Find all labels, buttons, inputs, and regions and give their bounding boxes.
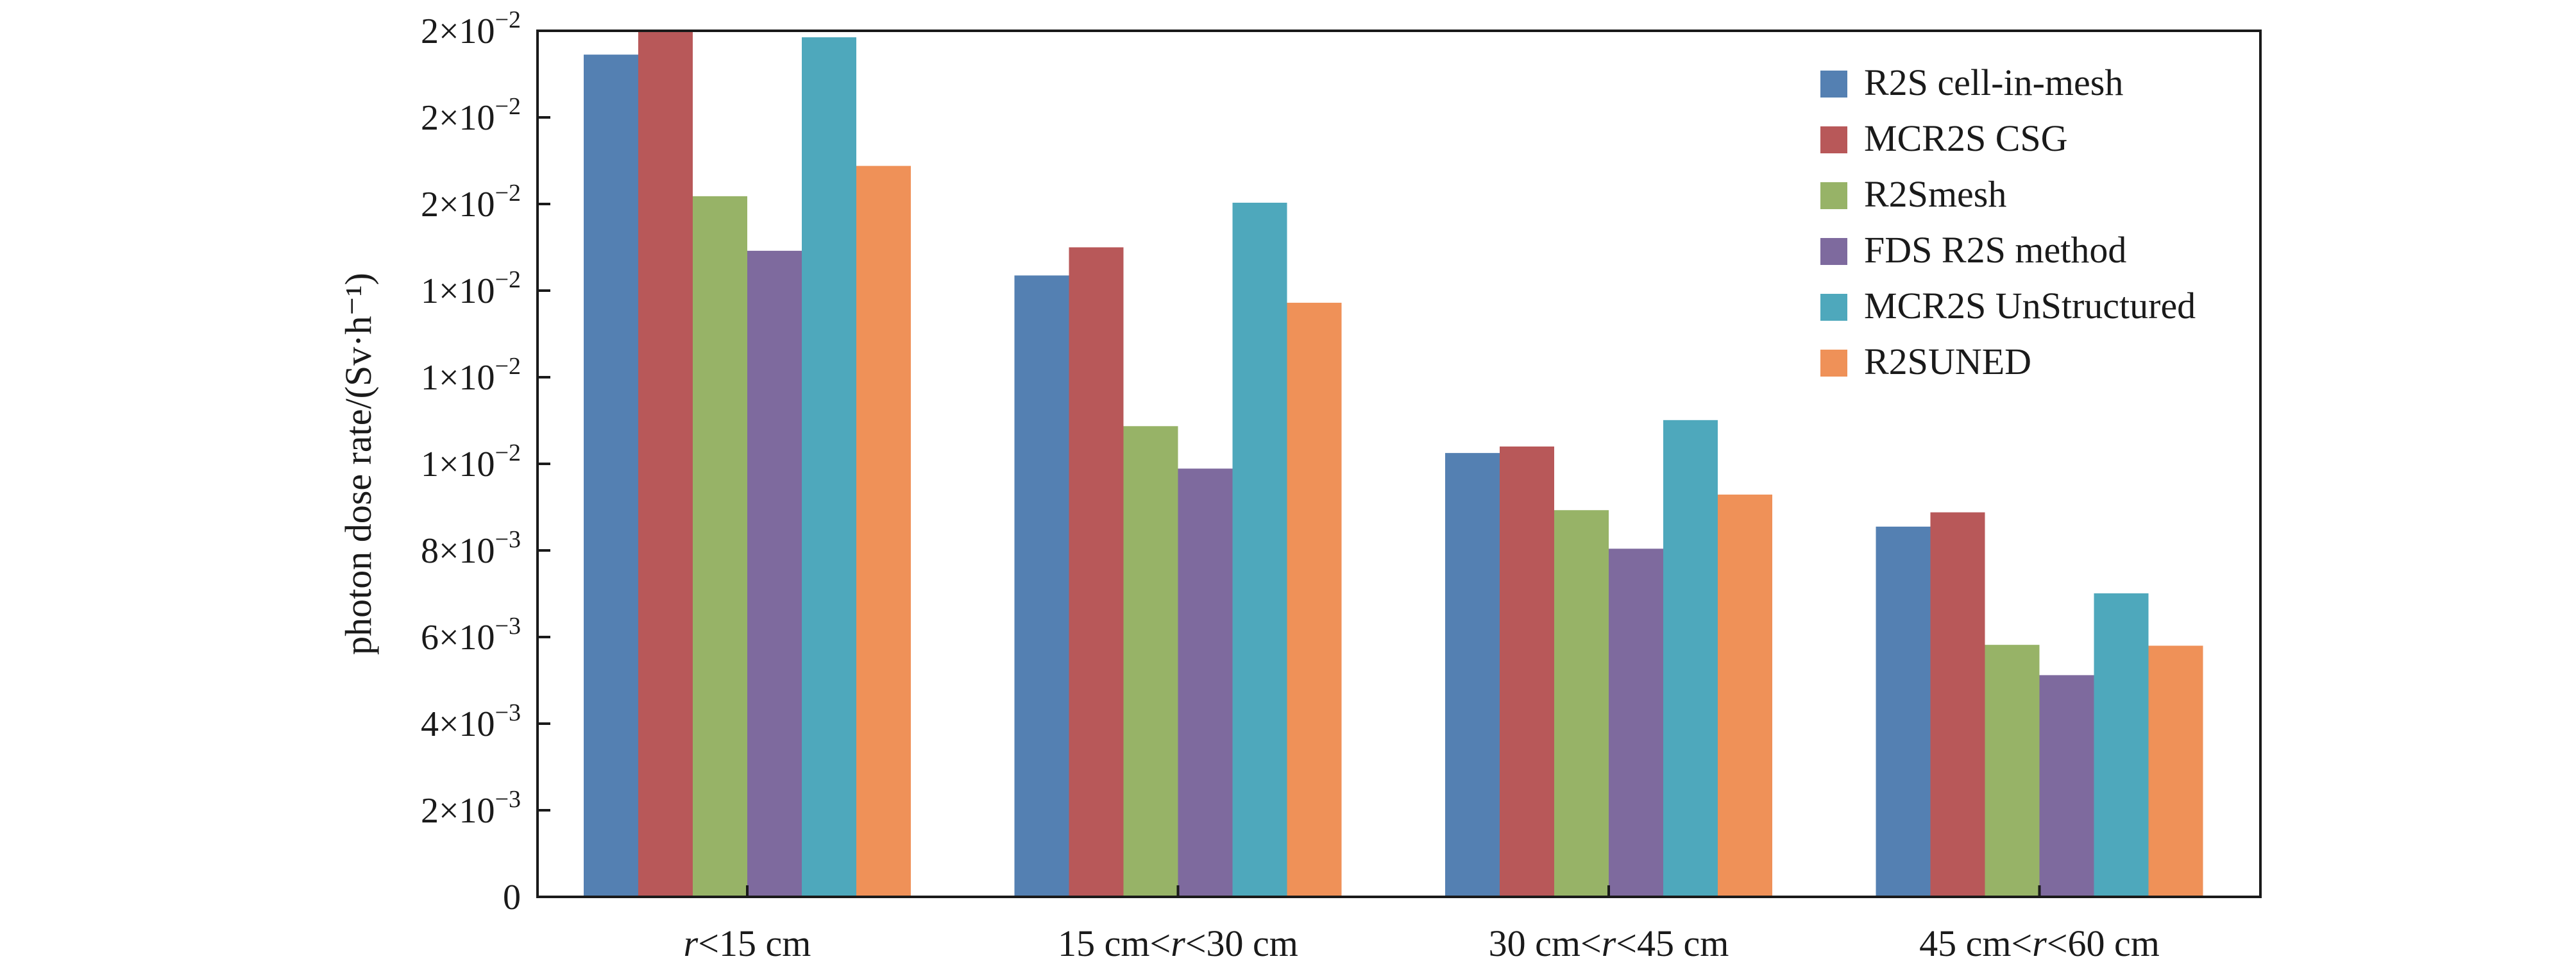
bar-6-3 [1718,494,1772,897]
bar-2-3 [1500,447,1554,897]
y-tick-label: 0 [503,878,521,917]
legend-label: MCR2S CSG [1864,117,2068,159]
x-tick-label: 15 cm<r<30 cm [1058,923,1298,964]
bar-4-1 [747,250,802,897]
bar-2-1 [638,31,693,897]
bar-5-1 [802,37,856,897]
legend-swatch [1820,350,1847,377]
legend-label: R2Smesh [1864,173,2006,215]
bar-3-3 [1554,510,1609,897]
bar-3-2 [1123,426,1178,897]
x-axis: r<15 cm 15 cm<r<30 cm 30 cm<r<45 cm 45 cm<r… [684,885,2160,964]
bars-layer [584,31,2203,898]
y-tick-label: 1×10−2 [421,266,521,311]
y-tick-label: 1×10−2 [421,439,521,484]
legend-label: MCR2S UnStructured [1864,285,2196,327]
y-axis: 0 2×10−3 4×10−3 6×10−3 8×10−3 1×10−2 1×10−2 1×1… [421,6,550,917]
legend-swatch [1820,182,1847,209]
y-tick-label: 4×10−3 [421,699,521,744]
y-axis-label: photon dose rate/(Sv·h⁻¹) [337,273,379,655]
legend: R2S cell-in-mesh MCR2S CSG R2Smesh FDS R2S … [1820,62,2196,382]
bar-1-2 [1014,275,1069,897]
x-tick-label: 45 cm<r<60 cm [1919,923,2160,964]
bar-2-2 [1069,247,1124,897]
y-tick-label: 2×10−2 [421,180,521,225]
legend-swatch [1820,126,1847,153]
bar-6-1 [856,166,911,898]
bar-3-1 [693,196,747,898]
bar-1-3 [1445,453,1500,897]
legend-swatch [1820,71,1847,98]
bar-2-4 [1930,512,1985,897]
y-tick-label: 6×10−3 [421,613,521,658]
bar-4-4 [2039,675,2094,897]
x-tick-label: 30 cm<r<45 cm [1489,923,1729,964]
bar-4-2 [1178,468,1233,897]
y-tick-label: 2×10−2 [421,93,521,138]
y-tick-label: 2×10−3 [421,786,521,831]
y-tick-label: 8×10−3 [421,526,521,571]
bar-5-3 [1663,420,1718,897]
legend-swatch [1820,294,1847,321]
bar-1-1 [584,55,638,897]
y-tick-label: 2×10−2 [421,6,521,51]
bar-5-4 [2094,593,2149,897]
bar-5-2 [1232,202,1287,898]
legend-swatch [1820,238,1847,265]
legend-label: R2S cell-in-mesh [1864,62,2123,103]
legend-label: FDS R2S method [1864,229,2126,271]
bar-4-3 [1609,549,1663,897]
y-tick-label: 1×10−2 [421,353,521,398]
legend-label: R2SUNED [1864,341,2031,382]
bar-3-4 [1985,645,2040,897]
bar-6-2 [1287,302,1342,897]
bar-1-4 [1876,526,1931,897]
bar-6-4 [2148,645,2203,897]
x-tick-label: r<15 cm [684,923,811,964]
